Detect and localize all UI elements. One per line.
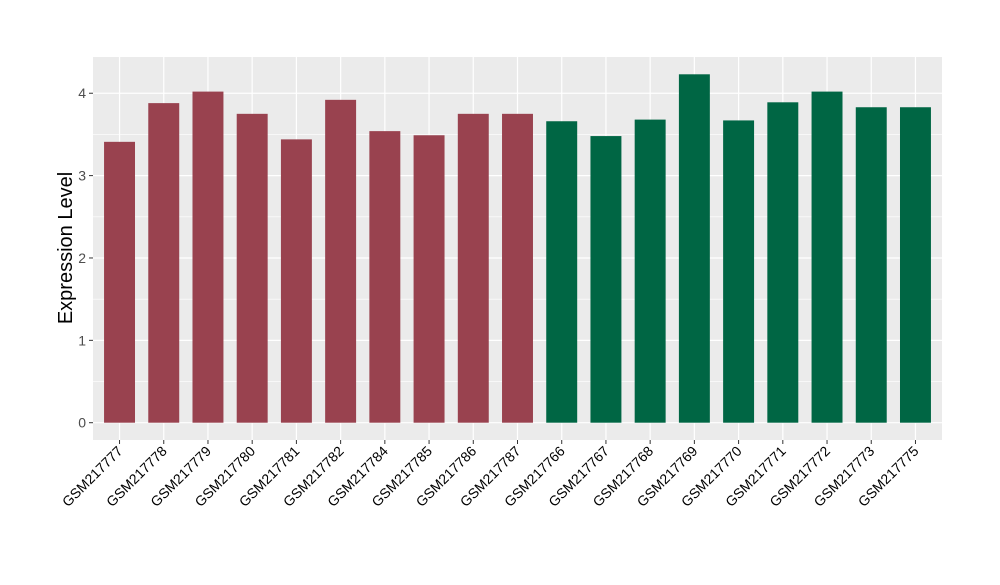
- y-tick-label: 2: [78, 250, 86, 266]
- bar-GSM217767: [590, 136, 622, 423]
- bar-GSM217785: [413, 135, 445, 423]
- bar-GSM217766: [546, 121, 578, 423]
- bar-GSM217787: [502, 113, 533, 423]
- y-tick-label: 3: [78, 168, 86, 184]
- bar-GSM217779: [192, 91, 224, 423]
- bar-GSM217777: [104, 141, 136, 423]
- bar-GSM217778: [148, 103, 180, 423]
- bar-GSM217786: [457, 113, 489, 423]
- bar-GSM217771: [767, 102, 799, 423]
- y-tick-label: 4: [78, 85, 86, 101]
- bar-GSM217780: [236, 113, 268, 423]
- y-axis: 0 1 2 3 4: [78, 85, 93, 431]
- y-tick-label: 0: [78, 415, 86, 431]
- x-axis: GSM217777GSM217778GSM217779GSM217780GSM2…: [59, 440, 922, 510]
- bar-GSM217769: [678, 74, 710, 423]
- bar-GSM217782: [325, 99, 357, 423]
- bar-GSM217781: [280, 139, 312, 423]
- bar-GSM217768: [634, 119, 666, 423]
- bar-GSM217773: [855, 107, 887, 423]
- bars: [104, 74, 931, 423]
- bar-GSM217784: [369, 131, 401, 423]
- y-tick-label: 1: [78, 332, 86, 348]
- y-axis-label: Expression Level: [55, 172, 77, 324]
- bar-GSM217770: [723, 120, 755, 423]
- bar-GSM217772: [811, 91, 843, 423]
- bar-GSM217775: [899, 107, 931, 423]
